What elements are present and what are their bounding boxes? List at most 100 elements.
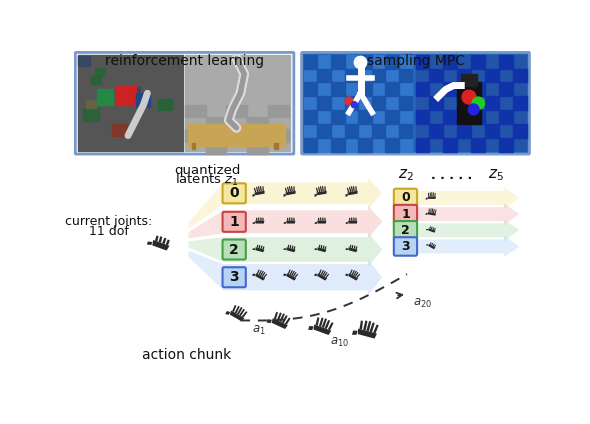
Polygon shape: [316, 191, 327, 195]
Polygon shape: [252, 273, 255, 276]
Polygon shape: [291, 218, 293, 220]
Bar: [358, 55, 372, 69]
Polygon shape: [351, 186, 353, 192]
Polygon shape: [308, 326, 313, 330]
Polygon shape: [355, 186, 357, 191]
Polygon shape: [319, 318, 323, 327]
Bar: [136, 93, 150, 107]
Polygon shape: [428, 212, 436, 216]
Polygon shape: [355, 246, 358, 249]
Polygon shape: [431, 192, 432, 197]
Polygon shape: [426, 244, 428, 246]
Polygon shape: [254, 191, 264, 195]
Bar: [317, 69, 331, 82]
Polygon shape: [224, 178, 382, 209]
Polygon shape: [353, 245, 356, 249]
Text: latents $z_1$: latents $z_1$: [175, 171, 239, 187]
Text: 1: 1: [230, 215, 239, 229]
Bar: [358, 110, 372, 124]
Polygon shape: [288, 269, 291, 274]
Polygon shape: [253, 222, 255, 224]
Polygon shape: [260, 218, 261, 220]
Bar: [345, 124, 358, 138]
Polygon shape: [434, 193, 436, 197]
Polygon shape: [434, 245, 436, 247]
Polygon shape: [263, 186, 264, 191]
Bar: [399, 96, 412, 110]
FancyBboxPatch shape: [222, 240, 246, 259]
Polygon shape: [242, 311, 247, 318]
Polygon shape: [291, 271, 295, 276]
Bar: [444, 138, 457, 152]
Bar: [205, 117, 227, 129]
Polygon shape: [287, 245, 289, 248]
Bar: [83, 108, 99, 120]
FancyBboxPatch shape: [222, 267, 246, 287]
Polygon shape: [353, 218, 355, 220]
Bar: [471, 55, 485, 69]
Polygon shape: [287, 187, 290, 192]
Polygon shape: [318, 218, 320, 220]
Polygon shape: [289, 218, 291, 220]
Polygon shape: [318, 187, 320, 192]
Polygon shape: [224, 259, 382, 295]
Polygon shape: [353, 271, 357, 276]
Bar: [430, 124, 444, 138]
Polygon shape: [291, 245, 294, 249]
Polygon shape: [286, 273, 296, 281]
Polygon shape: [283, 194, 286, 197]
Polygon shape: [363, 321, 368, 331]
Bar: [444, 55, 457, 69]
Polygon shape: [286, 247, 296, 252]
Polygon shape: [257, 269, 260, 274]
Bar: [317, 96, 331, 110]
Bar: [78, 55, 183, 151]
Bar: [304, 82, 317, 96]
Bar: [317, 124, 331, 138]
Polygon shape: [348, 220, 358, 223]
Polygon shape: [431, 208, 433, 213]
Bar: [97, 89, 113, 105]
Polygon shape: [253, 194, 255, 197]
Polygon shape: [317, 247, 326, 252]
Bar: [304, 138, 317, 152]
Polygon shape: [432, 192, 434, 197]
Polygon shape: [316, 188, 319, 192]
Bar: [471, 110, 485, 124]
Bar: [385, 82, 399, 96]
Polygon shape: [289, 186, 291, 192]
Text: $z_2$: $z_2$: [398, 168, 414, 184]
Polygon shape: [284, 222, 286, 224]
Polygon shape: [369, 322, 375, 332]
Polygon shape: [267, 319, 272, 323]
Bar: [415, 110, 430, 124]
Polygon shape: [431, 226, 432, 229]
Polygon shape: [232, 305, 237, 312]
Polygon shape: [395, 220, 519, 241]
Polygon shape: [283, 248, 286, 250]
Polygon shape: [428, 193, 430, 197]
Bar: [94, 68, 104, 76]
Bar: [471, 138, 485, 152]
Polygon shape: [426, 229, 428, 230]
Polygon shape: [188, 251, 224, 290]
Bar: [415, 55, 526, 151]
Polygon shape: [260, 186, 262, 192]
Polygon shape: [320, 245, 322, 248]
Text: $a_{10}$: $a_{10}$: [329, 336, 349, 349]
Bar: [205, 142, 227, 154]
Text: $a_1$: $a_1$: [252, 324, 266, 338]
Polygon shape: [313, 324, 332, 335]
Bar: [185, 105, 205, 117]
Text: 1: 1: [401, 208, 410, 220]
Polygon shape: [261, 245, 263, 249]
Polygon shape: [323, 245, 324, 249]
Bar: [461, 74, 477, 86]
Bar: [268, 129, 289, 142]
Bar: [91, 76, 101, 84]
Polygon shape: [322, 218, 323, 220]
Text: 0: 0: [401, 192, 410, 204]
Bar: [304, 55, 412, 151]
Text: $a_{20}$: $a_{20}$: [413, 297, 432, 310]
Polygon shape: [258, 186, 260, 192]
